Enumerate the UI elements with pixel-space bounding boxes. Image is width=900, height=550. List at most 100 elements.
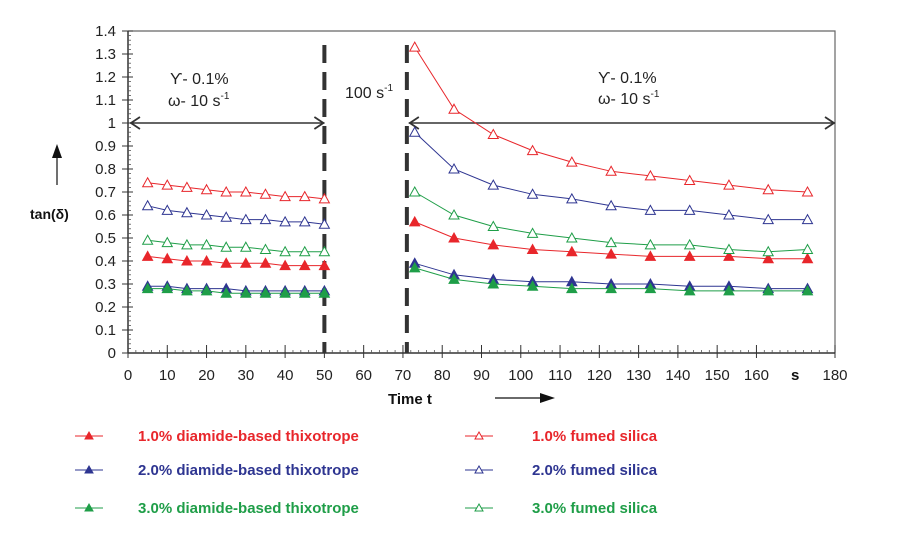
data-point: [408, 41, 421, 52]
series-1: [141, 215, 814, 271]
data-point: [141, 282, 154, 294]
y-tick-label: 0.1: [95, 322, 116, 339]
data-point: [279, 259, 291, 271]
data-point: [487, 238, 500, 250]
data-point: [220, 241, 233, 252]
data-point: [801, 252, 814, 264]
data-point: [801, 243, 814, 254]
data-point: [181, 284, 193, 296]
data-point: [181, 206, 193, 218]
plot-frame: [128, 30, 836, 353]
x-tick-label: 60: [355, 367, 372, 384]
data-point: [318, 245, 331, 257]
legend-label: 2.0% fumed silica: [532, 462, 658, 479]
legend-marker: [474, 464, 484, 474]
x-tick-label: 150: [705, 367, 730, 384]
x-tick-label: 120: [587, 367, 612, 384]
legend-label: 3.0% diamide-based thixotrope: [138, 500, 359, 517]
data-point: [644, 282, 657, 294]
data-point: [605, 248, 617, 259]
data-point: [762, 213, 775, 225]
data-point: [408, 126, 421, 137]
data-point: [762, 252, 775, 264]
data-point: [220, 211, 233, 222]
series-6: [141, 185, 814, 257]
data-point: [220, 257, 233, 268]
legend-item: 2.0% fumed silica: [465, 462, 658, 479]
legend-label: 1.0% fumed silica: [532, 428, 658, 445]
legend-marker: [474, 502, 484, 512]
data-point: [723, 243, 735, 254]
x-tick-label: 110: [548, 367, 572, 384]
annotation-left-strain: ϒ- 0.1%: [170, 71, 229, 88]
data-point: [298, 287, 311, 298]
data-point: [279, 245, 291, 257]
legend-label: 2.0% diamide-based thixotrope: [138, 462, 359, 479]
x-tick-label: 160: [744, 367, 769, 384]
data-point: [723, 179, 735, 190]
annotation-right-strain: ϒ- 0.1%: [598, 70, 657, 87]
y-axis-label: tan(δ): [30, 206, 69, 222]
legend-marker: [84, 502, 94, 512]
data-point: [181, 238, 193, 250]
data-point: [487, 128, 500, 139]
legend-item: 1.0% diamide-based thixotrope: [75, 428, 359, 445]
data-point: [161, 204, 174, 215]
x-tick-label: 70: [395, 367, 412, 384]
y-tick-label: 1.4: [95, 23, 116, 40]
data-point: [220, 185, 233, 197]
data-point: [141, 176, 154, 188]
x-unit-label: s: [791, 367, 799, 384]
data-point: [408, 185, 421, 197]
legend-marker: [84, 464, 94, 474]
data-point: [141, 234, 154, 245]
data-point: [683, 250, 696, 261]
data-point: [259, 213, 272, 225]
data-point: [801, 185, 814, 197]
data-point: [762, 284, 775, 296]
data-point: [161, 179, 174, 190]
y-tick-label: 1: [108, 115, 116, 132]
series-line: [147, 288, 325, 294]
data-point: [181, 254, 193, 266]
data-point: [762, 183, 775, 195]
legend-item: 3.0% fumed silica: [465, 500, 658, 517]
data-point: [565, 231, 578, 243]
data-point: [298, 190, 311, 202]
data-point: [526, 243, 539, 254]
data-point: [259, 188, 272, 199]
data-point: [408, 215, 421, 227]
series-line: [147, 182, 325, 200]
x-tick-label: 20: [198, 367, 215, 384]
data-point: [644, 250, 657, 261]
series-line: [147, 239, 325, 253]
data-point: [644, 204, 657, 215]
x-tick-label: 40: [277, 367, 294, 384]
data-point: [487, 277, 500, 289]
data-point: [259, 287, 272, 298]
data-point: [200, 208, 213, 220]
data-point: [141, 250, 154, 261]
legend-item: 2.0% diamide-based thixotrope: [75, 462, 359, 479]
x-tick-label: 80: [434, 367, 451, 384]
data-point: [683, 174, 696, 185]
data-point: [181, 181, 193, 192]
data-point: [565, 156, 578, 167]
right-phase-arrow-head-right: [824, 116, 836, 130]
data-point: [161, 236, 174, 248]
data-point: [801, 284, 814, 296]
data-point: [605, 165, 617, 176]
series-4: [141, 41, 814, 204]
data-point: [526, 188, 539, 199]
data-point: [448, 273, 460, 284]
data-point: [239, 287, 252, 298]
annotation-left-freq: ω- 10 s-1: [168, 91, 230, 110]
data-point: [448, 103, 460, 114]
data-point: [200, 238, 213, 250]
left-phase-arrow-head-right: [313, 116, 326, 130]
data-point: [239, 213, 252, 225]
data-point: [448, 208, 460, 220]
data-point: [723, 208, 735, 220]
data-point: [318, 259, 331, 271]
data-point: [200, 284, 213, 296]
